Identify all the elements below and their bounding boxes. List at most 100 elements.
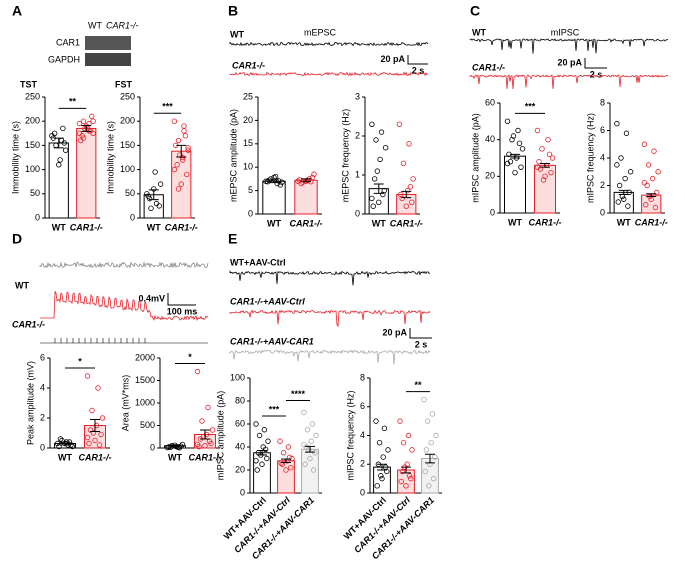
data-point — [76, 120, 83, 127]
trace-label: WT — [15, 280, 29, 290]
data-point — [202, 443, 208, 449]
error-bar — [81, 125, 92, 132]
scale-bar — [409, 328, 432, 339]
data-point — [209, 427, 216, 433]
data-point — [256, 432, 263, 439]
data-point — [429, 411, 436, 417]
data-point — [279, 179, 285, 185]
data-point — [262, 446, 269, 452]
scale-label: 20 pA — [382, 327, 407, 337]
data-point — [549, 155, 556, 161]
data-point — [261, 427, 268, 433]
y-tick-label: 8 — [600, 97, 605, 107]
trace — [229, 71, 429, 77]
data-point — [654, 189, 660, 196]
error-bar — [90, 419, 100, 432]
y-tick-label: 150 — [25, 140, 40, 150]
data-point — [174, 162, 180, 168]
trace-label: WT+AAV-Ctrl — [230, 257, 286, 267]
y-tick-label: 1 — [355, 169, 360, 179]
y-tick-label: 8 — [360, 372, 365, 382]
x-tick-label: CAR1-/- — [79, 452, 112, 462]
scale-bar — [584, 58, 607, 69]
data-point — [376, 439, 383, 446]
data-point — [381, 425, 388, 432]
data-point — [621, 196, 627, 202]
data-point — [86, 440, 92, 447]
data-point — [56, 443, 62, 450]
y-tick-label: 1000 — [135, 397, 155, 407]
y-tick-label: 100 — [120, 164, 135, 174]
error-bar — [148, 189, 159, 201]
y-tick-label: 0 — [360, 487, 365, 497]
x-tick-label: CAR1-/- — [165, 222, 198, 232]
blot-band — [85, 36, 131, 50]
y-tick-label: 2 — [355, 130, 360, 140]
y-tick-label: 100 — [230, 372, 245, 382]
error-bar — [540, 163, 550, 168]
trace-title: mEPSC — [304, 27, 337, 37]
data-point — [296, 177, 303, 183]
x-tick-label: CAR1-/- — [635, 217, 668, 227]
data-point — [95, 385, 101, 391]
data-point — [369, 121, 375, 127]
y-tick-label: 60 — [485, 97, 495, 107]
bar — [613, 191, 634, 214]
data-point — [184, 171, 190, 178]
y-tick-label: 0 — [490, 207, 495, 217]
y-tick-label: 10 — [243, 162, 253, 172]
data-point — [175, 137, 182, 144]
data-point — [627, 169, 634, 175]
panel-label: A — [12, 3, 22, 19]
significance-label: ** — [414, 380, 422, 390]
data-point — [181, 128, 187, 134]
y-tick-label: 3 — [355, 91, 360, 101]
y-tick-label: 40 — [235, 441, 245, 451]
data-point — [157, 181, 164, 187]
data-point — [253, 421, 259, 427]
trace — [39, 261, 209, 269]
data-point — [175, 186, 182, 192]
data-point — [400, 439, 407, 446]
data-point — [61, 140, 67, 146]
x-tick-label: CAR1-/- — [290, 218, 323, 228]
bar — [534, 164, 556, 214]
error-bar — [60, 441, 70, 446]
data-point — [373, 137, 379, 143]
scale-label: 20 pA — [557, 57, 582, 67]
data-point — [399, 468, 406, 475]
y-tick-label: 0 — [248, 208, 253, 218]
data-point — [285, 444, 292, 450]
y-tick-label: 2 — [360, 459, 365, 469]
y-axis-label: Peak amplitude (mV) — [25, 361, 35, 445]
trace — [469, 74, 669, 90]
x-tick-label: WT — [372, 218, 386, 228]
data-point — [374, 483, 380, 489]
error-bar — [53, 137, 64, 149]
x-tick-label: WT — [168, 452, 182, 462]
data-point — [93, 422, 100, 429]
data-point — [539, 146, 545, 152]
error-bar — [618, 189, 629, 195]
y-tick-label: 6 — [600, 125, 605, 135]
significance-label: *** — [269, 404, 280, 414]
data-point — [376, 199, 382, 205]
data-point — [199, 418, 205, 424]
data-point — [410, 176, 416, 182]
data-point — [274, 180, 280, 187]
x-tick-label: CAR1-/- — [529, 217, 562, 227]
data-point — [178, 181, 184, 187]
data-point — [99, 415, 106, 421]
y-tick-label: 1500 — [135, 375, 155, 385]
data-point — [504, 160, 511, 167]
bar — [504, 155, 526, 214]
error-bar — [373, 183, 384, 194]
data-point — [84, 434, 91, 441]
data-point — [409, 199, 415, 205]
data-point — [540, 177, 547, 183]
data-point — [54, 440, 61, 447]
data-point — [534, 164, 541, 170]
y-tick-label: 40 — [485, 134, 495, 144]
data-point — [145, 193, 151, 199]
